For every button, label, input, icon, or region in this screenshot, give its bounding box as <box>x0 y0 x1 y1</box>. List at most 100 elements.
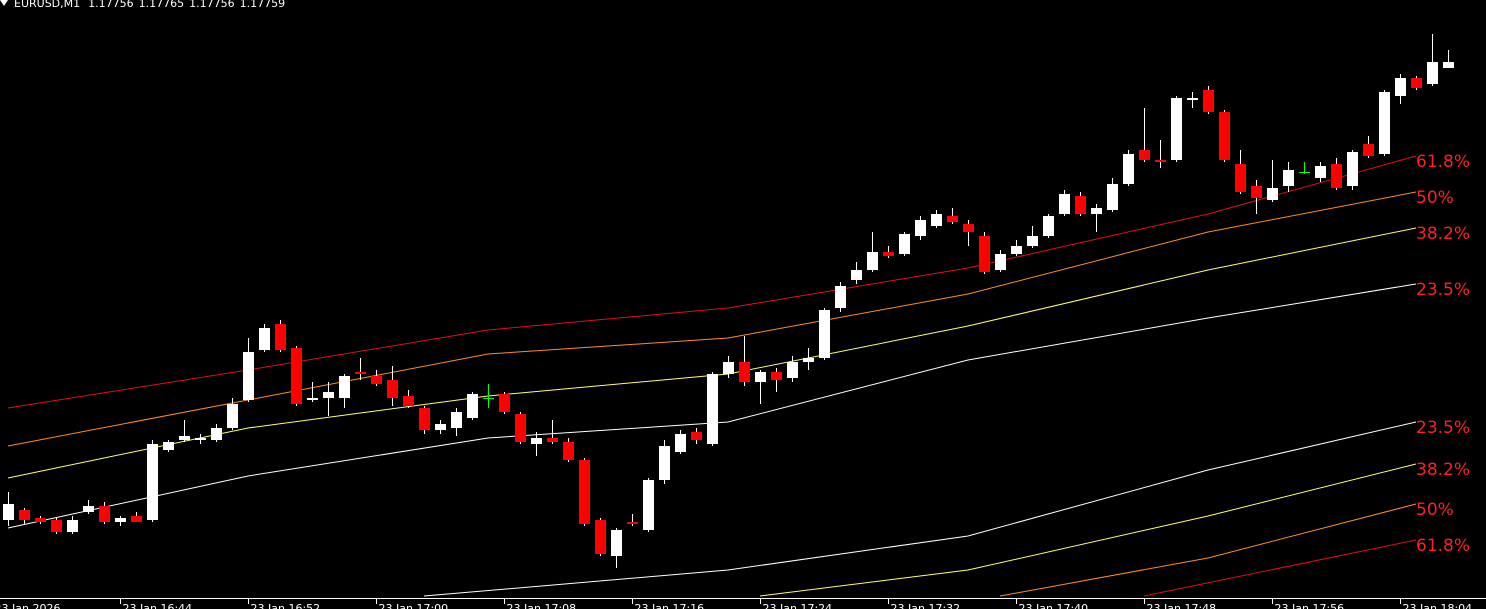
candle-body <box>787 362 798 378</box>
candle-body <box>1219 112 1230 160</box>
candle-body <box>1267 188 1278 200</box>
candle-body <box>675 434 686 452</box>
candle-body <box>755 372 766 382</box>
header: EURUSD,M1 1.17756 1.17765 1.17756 1.17759 <box>14 0 285 10</box>
envelope-line <box>7 283 1417 529</box>
candle-body <box>531 438 542 444</box>
candle-body <box>1379 92 1390 154</box>
envelope-line <box>759 463 1417 597</box>
candle-body <box>643 480 654 530</box>
candle-body <box>19 510 30 520</box>
candle-body <box>1155 160 1166 162</box>
level-label: 23.5% <box>1416 418 1470 438</box>
candle-body <box>355 372 366 374</box>
candle-body <box>899 234 910 254</box>
candle-body <box>483 398 494 399</box>
header-close: 1.17759 <box>240 0 286 10</box>
candle-body <box>1283 170 1294 186</box>
candle-body <box>835 286 846 308</box>
candle-body <box>851 270 862 280</box>
x-tick-label: 23 Jan 17:24 <box>763 602 833 609</box>
candle-body <box>1171 98 1182 160</box>
candle-body <box>1187 98 1198 100</box>
x-tick-label: 23 Jan 17:56 <box>1275 602 1345 609</box>
candle-body <box>579 460 590 524</box>
candle-body <box>1251 186 1262 198</box>
candle-body <box>883 252 894 256</box>
candle-body <box>371 376 382 384</box>
x-tick-label: 23 Jan 17:16 <box>635 602 705 609</box>
candle-body <box>1427 62 1438 84</box>
candle-body <box>627 522 638 524</box>
x-tick-label: 23 Jan 17:08 <box>507 602 577 609</box>
candle-body <box>35 518 46 522</box>
candle-body <box>1443 62 1454 68</box>
candle-body <box>99 506 110 522</box>
candle-body <box>947 216 958 222</box>
x-tick-label: 23 Jan 17:00 <box>379 602 449 609</box>
candle-body <box>915 220 926 236</box>
candle-body <box>739 362 750 382</box>
candle-body <box>131 516 142 522</box>
level-label: 38.2% <box>1416 224 1470 244</box>
candle-body <box>931 214 942 226</box>
candle-body <box>195 438 206 440</box>
level-label: 38.2% <box>1416 460 1470 480</box>
candle-body <box>467 394 478 418</box>
candle-body <box>867 252 878 270</box>
candle-body <box>499 394 510 412</box>
candle-body <box>211 428 222 440</box>
level-label: 61.8% <box>1416 536 1470 556</box>
envelope-line <box>999 503 1417 597</box>
candle-body <box>563 442 574 460</box>
candle-body <box>1315 166 1326 178</box>
candle-body <box>595 520 606 554</box>
candle-body <box>1091 208 1102 214</box>
candle-body <box>995 254 1006 270</box>
candle-body <box>1411 78 1422 88</box>
candle-body <box>259 328 270 350</box>
candle-body <box>691 432 702 440</box>
candle-body <box>1011 246 1022 254</box>
candle-body <box>1027 236 1038 246</box>
candle-body <box>83 506 94 512</box>
level-label: 23.5% <box>1416 280 1470 300</box>
x-tick-label: 23 Jan 16:52 <box>251 602 321 609</box>
candle-body <box>1123 154 1134 184</box>
candle-body <box>51 520 62 532</box>
candle-body <box>1107 184 1118 210</box>
candle-body <box>707 374 718 444</box>
candle-body <box>963 224 974 232</box>
candle-body <box>1203 90 1214 112</box>
candle-body <box>147 444 158 520</box>
candle-body <box>339 376 350 398</box>
candle-body <box>1139 150 1150 160</box>
candle-body <box>403 396 414 406</box>
candle-body <box>611 530 622 556</box>
candle-body <box>1235 164 1246 192</box>
candle-body <box>1043 216 1054 236</box>
candle-body <box>1299 172 1310 173</box>
candle-body <box>179 436 190 440</box>
candle-body <box>803 358 814 362</box>
x-tick-label: 23 Jan 16:44 <box>123 602 193 609</box>
candle-body <box>291 348 302 404</box>
level-label: 50% <box>1416 188 1454 208</box>
header-marker <box>0 0 8 6</box>
x-tick-label: 23 Jan 17:32 <box>891 602 961 609</box>
candle-body <box>163 442 174 450</box>
header-open: 1.17756 <box>88 0 134 10</box>
candle-body <box>419 408 430 430</box>
candle-body <box>1347 152 1358 186</box>
x-tick-label: 23 Jan 17:40 <box>1019 602 1089 609</box>
level-label: 61.8% <box>1416 152 1470 172</box>
candle-body <box>1075 196 1086 214</box>
candle-body <box>451 412 462 428</box>
candle-body <box>723 362 734 374</box>
candle-body <box>547 438 558 442</box>
candle-body <box>515 414 526 442</box>
envelope-line <box>423 421 1417 597</box>
candle-body <box>659 446 670 480</box>
